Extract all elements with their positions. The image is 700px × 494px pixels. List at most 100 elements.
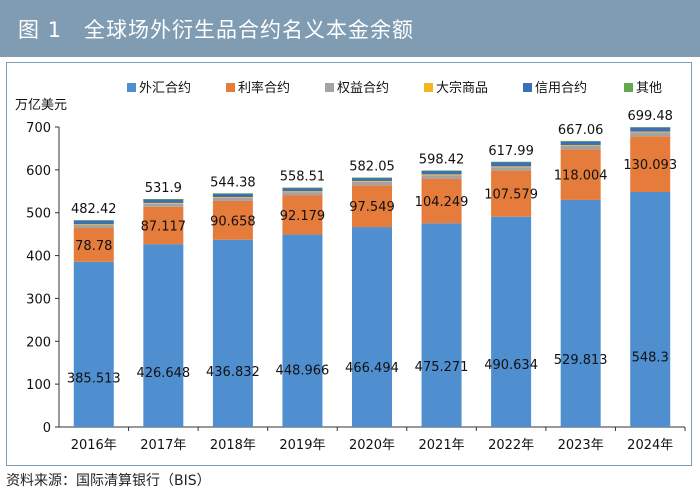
y-tick-label-700: 700: [26, 121, 51, 136]
bar-segment-3-3: [282, 191, 323, 193]
bar-segment-2-7: [560, 145, 601, 150]
bar-segment-4-0: [73, 220, 114, 225]
y-tick-label-300: 300: [26, 292, 51, 307]
legend-label-3: 大宗商品: [436, 80, 488, 96]
total-label-4: 582.05: [349, 160, 395, 175]
bar-segment-0-1: [143, 244, 184, 427]
total-label-0: 482.42: [71, 202, 117, 217]
bar-segment-4-4: [352, 177, 392, 181]
data-label-0-2: 436.832: [206, 365, 260, 380]
legend-swatch-4: [523, 83, 532, 92]
bar-segment-4-3: [282, 187, 323, 192]
total-label-2: 544.38: [210, 176, 256, 191]
bar-segment-0-7: [560, 199, 601, 427]
bar-segment-2-4: [352, 181, 392, 186]
bar-segment-2-5: [421, 175, 462, 179]
data-label-1-4: 97.549: [349, 200, 395, 215]
x-tick-label-5: 2021年: [419, 438, 465, 453]
legend-swatch-2: [325, 83, 334, 92]
legend-label-1: 利率合约: [238, 80, 290, 96]
x-tick-label-7: 2023年: [558, 438, 604, 453]
y-axis-label: 万亿美元: [15, 98, 67, 113]
title-banner: 图 1 全球场外衍生品合约名义本金余额: [0, 0, 700, 57]
bar-segment-0-2: [212, 239, 253, 427]
bar-segment-1-0: [73, 228, 114, 262]
bar-segment-2-0: [73, 225, 114, 229]
bar-segment-1-6: [491, 170, 532, 217]
data-label-0-3: 448.966: [276, 363, 330, 378]
legend-label-5: 其他: [636, 81, 662, 96]
chart-frame: 外汇合约 利率合约 权益合约 大宗商品 信用合约 其他万亿美元 0 100 200 300 400 5…: [6, 62, 692, 466]
bar-segment-0-3: [282, 234, 323, 427]
bar-segment-3-8: [630, 131, 671, 133]
bar-segment-3-4: [352, 180, 392, 182]
bar-segment-3-1: [143, 202, 184, 204]
total-label-5: 598.42: [419, 153, 465, 168]
bar-segment-1-7: [560, 149, 601, 200]
bar-segment-2-3: [282, 192, 323, 196]
legend-swatch-1: [226, 83, 235, 92]
x-tick-label-2: 2018年: [210, 438, 256, 453]
data-label-1-1: 87.117: [141, 219, 187, 234]
total-label-1: 531.9: [145, 181, 182, 196]
y-tick-label-100: 100: [26, 378, 51, 393]
bar-segment-1-1: [143, 206, 184, 245]
data-label-1-0: 78.78: [75, 239, 112, 254]
bar-segment-0-6: [491, 216, 532, 427]
bar-segment-5-6: [491, 161, 532, 163]
bar-segment-4-6: [491, 162, 532, 167]
x-tick-label-3: 2019年: [279, 438, 325, 453]
bar-segment-3-5: [421, 174, 462, 176]
bar-segment-2-6: [491, 167, 532, 171]
y-tick-label-400: 400: [26, 250, 51, 265]
x-tick-label-0: 2016年: [71, 438, 117, 453]
bar-segment-5-4: [352, 177, 392, 179]
data-label-1-8: 130.093: [623, 158, 677, 173]
x-tick-label-6: 2022年: [488, 438, 534, 453]
legend-label-4: 信用合约: [535, 81, 587, 96]
x-tick-label-8: 2024年: [627, 438, 673, 453]
y-tick-label-0: 0: [43, 421, 51, 436]
data-label-1-6: 107.579: [484, 188, 538, 203]
bar-segment-2-8: [630, 132, 671, 137]
bar-segment-4-7: [560, 141, 601, 146]
bar-segment-5-7: [560, 141, 601, 142]
legend-swatch-3: [424, 83, 433, 92]
bar-segment-0-0: [73, 261, 114, 427]
bar-segment-4-2: [212, 193, 253, 198]
bar-segment-3-6: [491, 166, 532, 168]
total-label-3: 558.51: [280, 170, 326, 185]
bar-segment-2-1: [143, 203, 184, 207]
bar-segment-3-7: [560, 145, 601, 146]
bar-segment-4-5: [421, 170, 462, 175]
bar-segment-0-4: [352, 227, 392, 427]
legend-swatch-0: [127, 83, 136, 92]
y-tick-label-200: 200: [26, 335, 51, 350]
bar-segment-3-0: [73, 224, 114, 226]
bar-segment-4-1: [143, 199, 184, 203]
bar-segment-1-4: [352, 185, 392, 228]
bar-segment-2-2: [212, 197, 253, 201]
data-label-0-0: 385.513: [67, 371, 121, 386]
legend-label-2: 权益合约: [337, 80, 389, 96]
total-label-8: 699.48: [627, 109, 673, 124]
bar-segment-4-8: [630, 127, 671, 132]
data-label-1-3: 92.179: [280, 209, 326, 224]
source-note: 资料来源：国际清算银行（BIS）: [6, 473, 211, 489]
data-label-1-7: 118.004: [554, 169, 608, 184]
bar-segment-5-8: [630, 127, 671, 128]
bar-segment-1-2: [212, 200, 253, 240]
data-label-1-2: 90.658: [210, 214, 256, 229]
data-label-0-7: 529.813: [554, 353, 608, 368]
data-label-0-8: 548.3: [632, 351, 669, 366]
legend-swatch-5: [624, 83, 633, 92]
data-label-0-1: 426.648: [136, 366, 190, 381]
data-label-1-5: 104.249: [415, 195, 469, 210]
figure-title: 图 1 全球场外衍生品合约名义本金余额: [18, 18, 415, 42]
total-label-7: 667.06: [558, 123, 604, 138]
bar-segment-1-3: [282, 195, 323, 235]
legend-label-0: 外汇合约: [139, 81, 191, 96]
data-label-0-5: 475.271: [415, 360, 469, 375]
y-tick-label-600: 600: [26, 164, 51, 179]
